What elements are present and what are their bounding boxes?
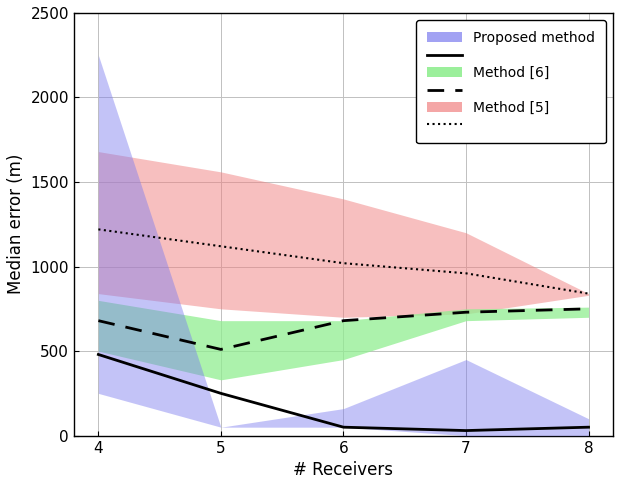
Legend: Proposed method, , Method [6], , Method [5], : Proposed method, , Method [6], , Method … bbox=[416, 20, 606, 143]
X-axis label: # Receivers: # Receivers bbox=[293, 461, 394, 479]
Y-axis label: Median error (m): Median error (m) bbox=[7, 154, 25, 295]
